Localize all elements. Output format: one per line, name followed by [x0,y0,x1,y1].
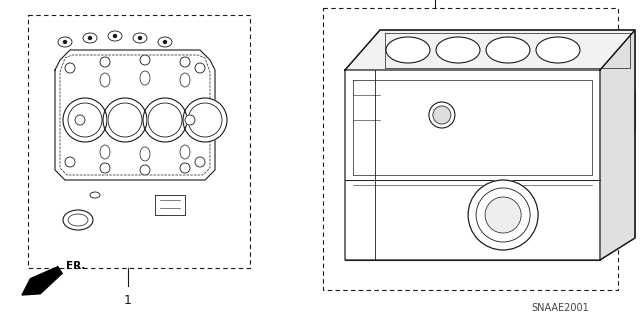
Polygon shape [345,30,635,260]
Polygon shape [22,267,62,295]
Text: 1: 1 [124,294,132,307]
Ellipse shape [100,73,110,87]
Circle shape [485,197,521,233]
Bar [323,8,618,290]
Circle shape [188,103,222,137]
Circle shape [75,115,85,125]
Circle shape [180,163,190,173]
Polygon shape [155,195,185,215]
Ellipse shape [436,37,480,63]
Polygon shape [55,50,215,180]
Circle shape [183,98,227,142]
Circle shape [63,98,107,142]
Ellipse shape [486,37,530,63]
Ellipse shape [108,31,122,41]
Circle shape [140,55,150,65]
Circle shape [113,34,116,38]
Ellipse shape [140,147,150,161]
Ellipse shape [158,37,172,47]
Ellipse shape [133,33,147,43]
Circle shape [100,57,110,67]
Circle shape [195,157,205,167]
Ellipse shape [63,210,93,230]
Circle shape [468,180,538,250]
Circle shape [65,157,75,167]
Circle shape [195,63,205,73]
Circle shape [88,36,92,40]
Circle shape [65,63,75,73]
Circle shape [143,98,187,142]
Circle shape [138,36,141,40]
Circle shape [100,163,110,173]
Text: FR.: FR. [66,261,85,271]
Circle shape [476,188,530,242]
Circle shape [140,165,150,175]
Ellipse shape [58,37,72,47]
Ellipse shape [83,33,97,43]
Circle shape [429,102,455,128]
Ellipse shape [386,37,430,63]
Circle shape [185,115,195,125]
Ellipse shape [100,145,110,159]
Polygon shape [600,30,635,260]
Polygon shape [345,30,635,70]
Ellipse shape [536,37,580,63]
Text: SNAAE2001: SNAAE2001 [531,303,589,313]
Circle shape [163,41,166,43]
Circle shape [148,103,182,137]
Circle shape [103,98,147,142]
Circle shape [68,103,102,137]
Circle shape [433,106,451,124]
Ellipse shape [68,214,88,226]
Circle shape [63,41,67,43]
Circle shape [180,57,190,67]
Ellipse shape [180,73,190,87]
Bar [28,15,250,268]
Circle shape [108,103,142,137]
Ellipse shape [140,71,150,85]
Ellipse shape [180,145,190,159]
Ellipse shape [90,192,100,198]
